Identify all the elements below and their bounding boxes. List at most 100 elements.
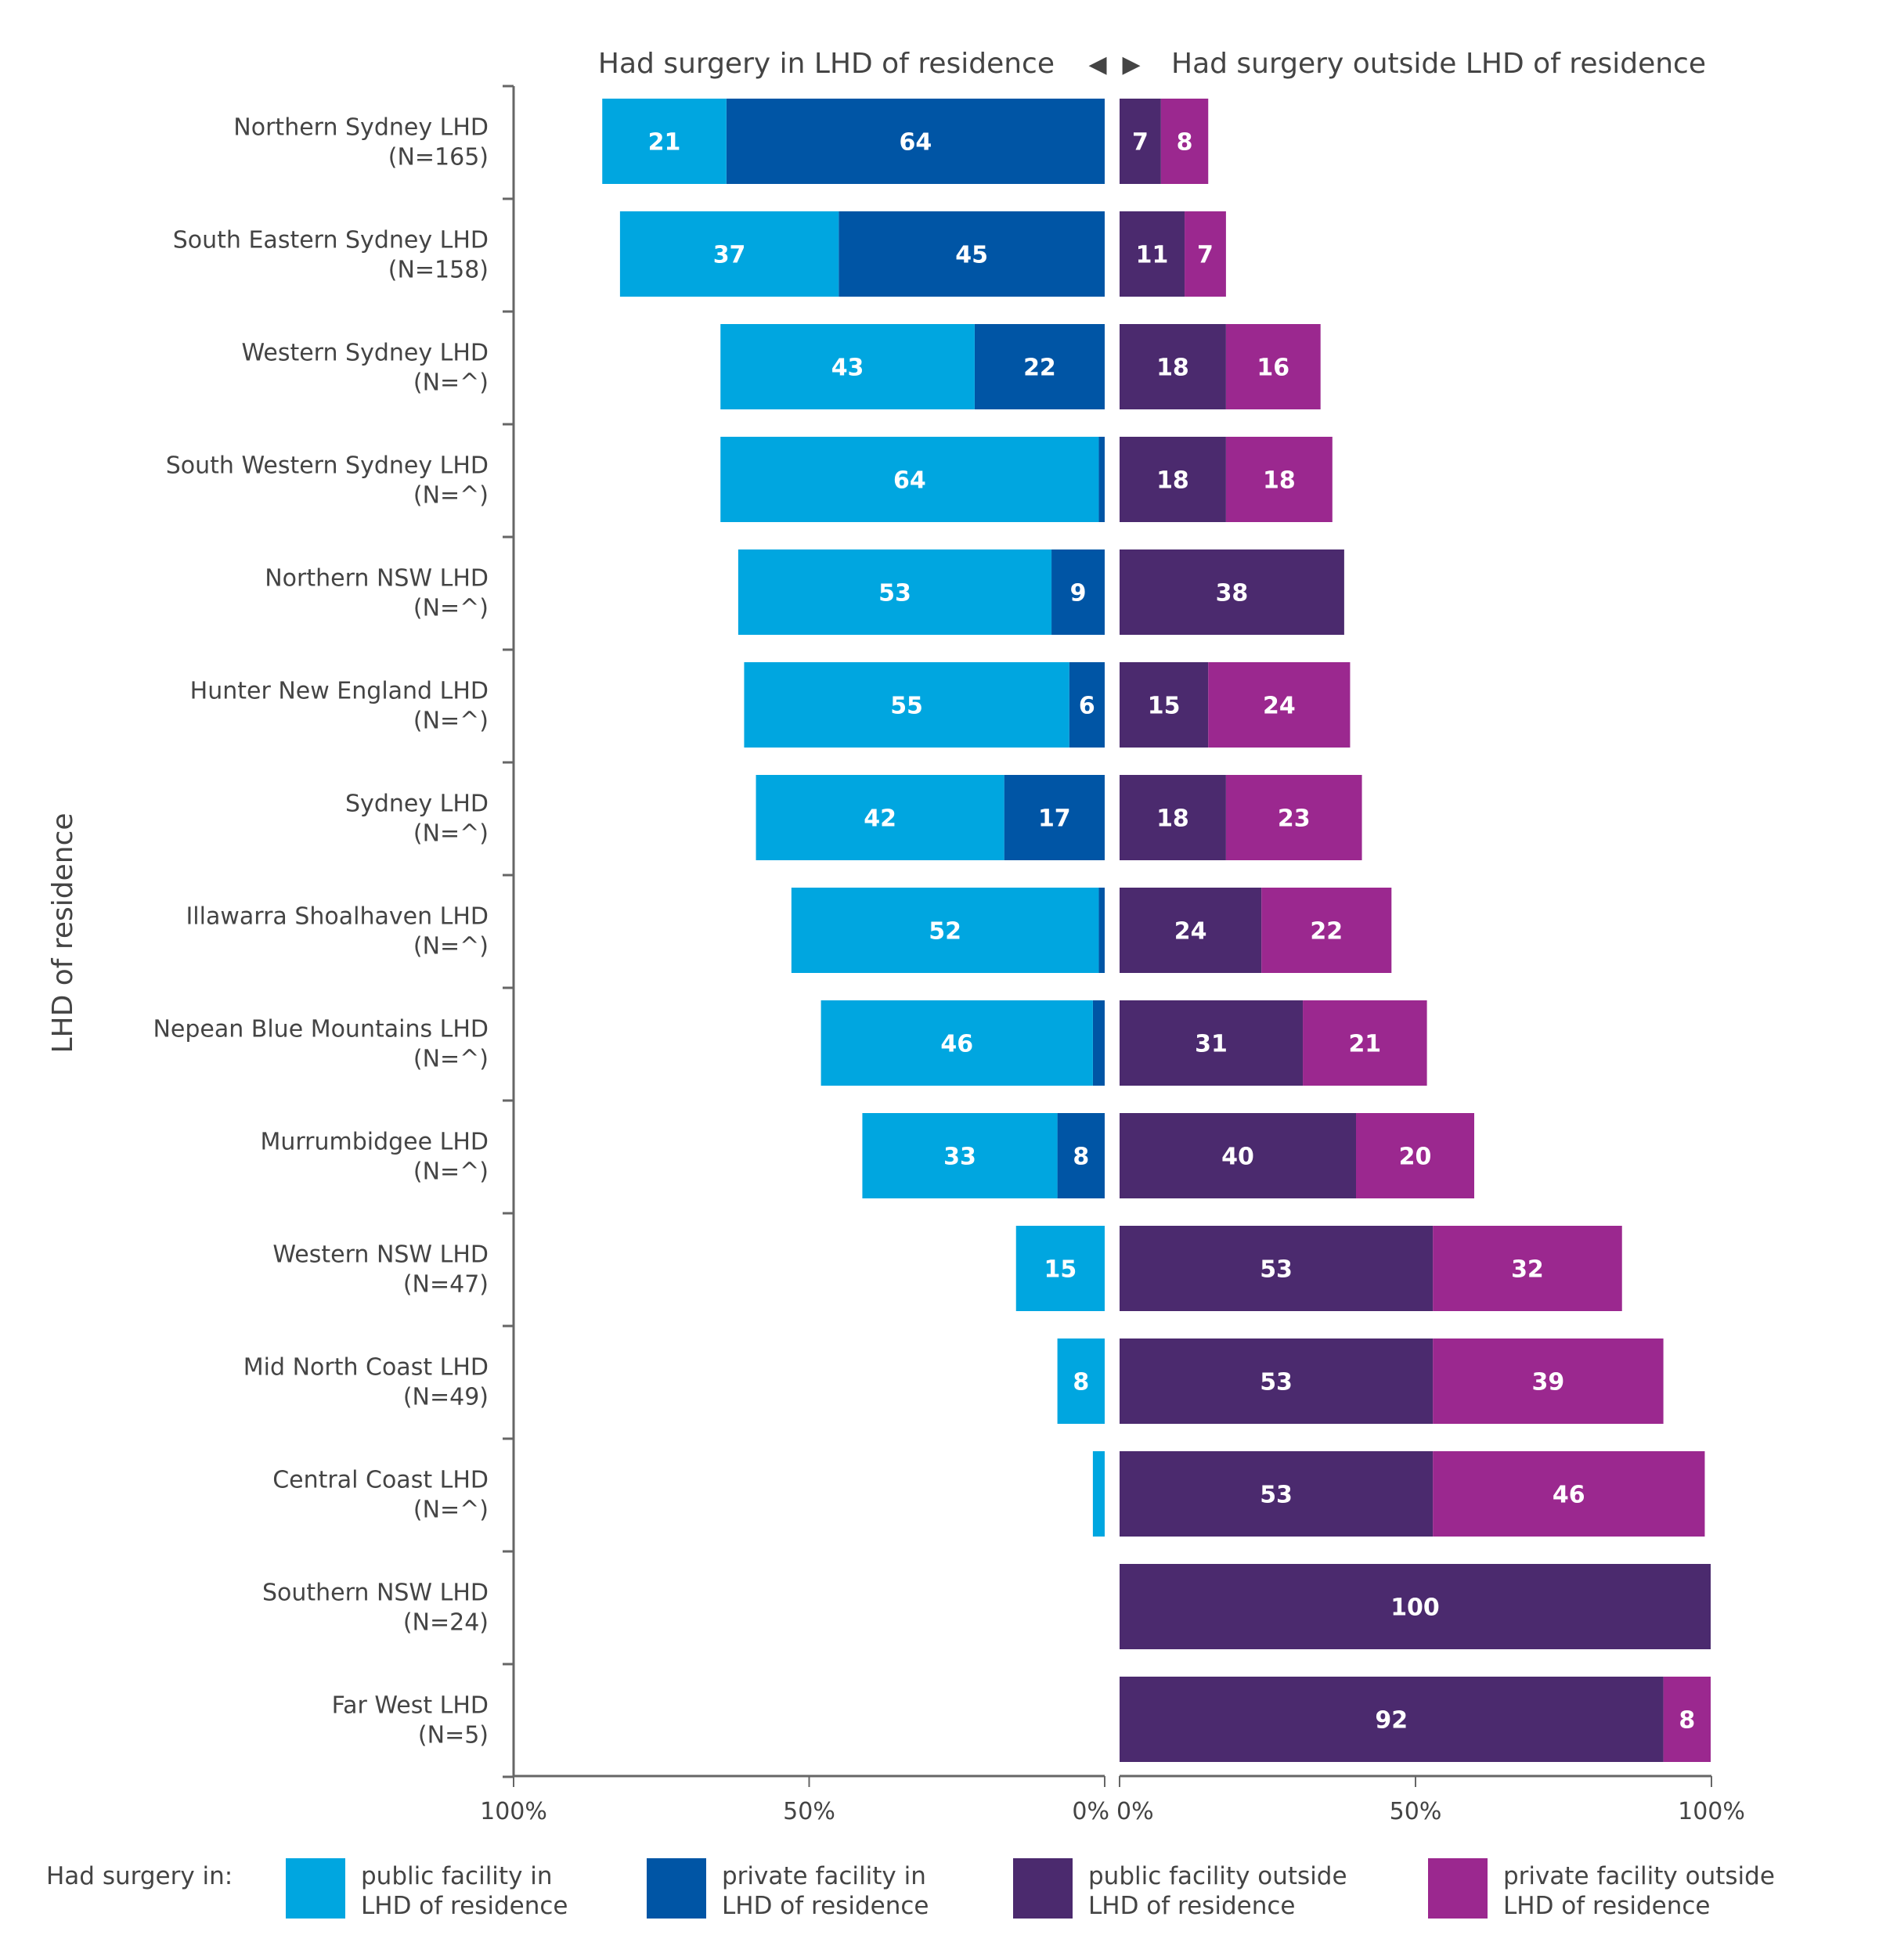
bar-public-facility-in-LHD-of-residence [602, 99, 727, 184]
category-n-label: (N=158) [388, 257, 489, 284]
arrow-left-icon: ◀ [1088, 51, 1106, 78]
bar-value-label: 24 [1174, 918, 1207, 946]
category-n-label: (N=^) [413, 820, 489, 848]
x-tick-label-left: 0% [1072, 1798, 1109, 1825]
plot-area: 100% 50% 0% 0% 50% 100%Northern Sydney LHD(N=… [153, 85, 1745, 1825]
bar-value-label: 39 [1532, 1369, 1565, 1396]
bar-private-facility-in-LHD-of-residence [974, 324, 1105, 409]
category-n-label: (N=24) [403, 1609, 489, 1637]
x-tick-label-right: 50% [1390, 1798, 1442, 1825]
bar-private-facility-outside-LHD-of-residence [1303, 1000, 1427, 1086]
bar-private-facility-outside-LHD-of-residence [1225, 437, 1333, 522]
category-label: Southern NSW LHD [262, 1580, 489, 1607]
bar-value-label: 15 [1148, 693, 1181, 720]
category-label: Western NSW LHD [272, 1241, 489, 1269]
bar-value-label: 32 [1511, 1256, 1544, 1284]
category-label: Central Coast LHD [272, 1467, 489, 1494]
x-tick-label-left: 100% [480, 1798, 547, 1825]
legend-label: public facility in [361, 1862, 553, 1890]
bar-private-facility-outside-LHD-of-residence [1225, 775, 1362, 860]
bar-public-facility-outside-LHD-of-residence [1120, 1000, 1304, 1086]
bar-value-label: 21 [1348, 1031, 1381, 1058]
category-label: South Eastern Sydney LHD [173, 227, 489, 254]
bar-public-facility-in-LHD-of-residence [744, 662, 1069, 748]
legend-label: LHD of residence [1503, 1892, 1710, 1920]
bar-value-label: 53 [1260, 1482, 1293, 1509]
bar-value-label: 46 [940, 1031, 973, 1058]
legend-swatch [1428, 1858, 1488, 1919]
category-label: Sydney LHD [345, 791, 489, 818]
category-n-label: (N=47) [403, 1271, 489, 1299]
bar-private-facility-outside-LHD-of-residence [1185, 211, 1226, 297]
bar-value-label: 64 [893, 467, 926, 495]
bar-value-label: 21 [648, 129, 681, 157]
bar-public-facility-in-LHD-of-residence [756, 775, 1004, 860]
bar-public-facility-outside-LHD-of-residence [1120, 1677, 1664, 1762]
x-tick-label-left: 50% [783, 1798, 835, 1825]
bar-public-facility-in-LHD-of-residence [1092, 1451, 1105, 1537]
bar-value-label: 7 [1132, 129, 1149, 157]
bar-value-label: 100 [1390, 1594, 1440, 1622]
category-label: Illawarra Shoalhaven LHD [186, 903, 489, 931]
category-label: Far West LHD [332, 1692, 489, 1720]
bar-value-label: 7 [1197, 242, 1214, 269]
bar-value-label: 42 [864, 805, 896, 833]
bar-public-facility-outside-LHD-of-residence [1120, 888, 1262, 973]
bar-value-label: 24 [1263, 693, 1296, 720]
category-n-label: (N=^) [413, 369, 489, 397]
bar-value-label: 18 [1156, 355, 1189, 382]
bar-public-facility-outside-LHD-of-residence [1120, 549, 1344, 635]
bar-private-facility-outside-LHD-of-residence [1160, 99, 1209, 184]
bar-private-facility-in-LHD-of-residence [1057, 1113, 1105, 1198]
bar-public-facility-outside-LHD-of-residence [1120, 1338, 1434, 1424]
bar-public-facility-outside-LHD-of-residence [1120, 211, 1185, 297]
bar-private-facility-outside-LHD-of-residence [1261, 888, 1392, 973]
category-label: South Western Sydney LHD [166, 452, 489, 480]
bar-value-label: 18 [1156, 805, 1189, 833]
bar-value-label: 15 [1044, 1256, 1077, 1284]
category-label: Murrumbidgee LHD [260, 1129, 489, 1156]
bar-private-facility-in-LHD-of-residence [1069, 662, 1105, 748]
legend-label: public facility outside [1088, 1862, 1347, 1890]
category-n-label: (N=^) [413, 1046, 489, 1073]
category-label: Northern NSW LHD [265, 565, 489, 593]
bar-private-facility-outside-LHD-of-residence [1663, 1677, 1711, 1762]
category-label: Mid North Coast LHD [243, 1354, 489, 1382]
bar-value-label: 37 [713, 242, 746, 269]
category-n-label: (N=^) [413, 933, 489, 960]
bar-private-facility-in-LHD-of-residence [1098, 888, 1105, 973]
bar-value-label: 22 [1023, 355, 1056, 382]
bar-value-label: 40 [1221, 1144, 1254, 1171]
bar-value-label: 64 [900, 129, 932, 157]
bar-value-label: 31 [1195, 1031, 1228, 1058]
category-n-label: (N=^) [413, 1497, 489, 1524]
legend-swatch [647, 1858, 706, 1919]
bar-value-label: 20 [1399, 1144, 1432, 1171]
bar-public-facility-outside-LHD-of-residence [1120, 1564, 1711, 1649]
legend-swatch [286, 1858, 345, 1919]
bar-value-label: 38 [1216, 580, 1249, 607]
bar-public-facility-outside-LHD-of-residence [1120, 1113, 1356, 1198]
bar-value-label: 55 [890, 693, 923, 720]
legend-label: LHD of residence [722, 1892, 929, 1920]
bar-private-facility-outside-LHD-of-residence [1433, 1451, 1705, 1537]
category-n-label: (N=^) [413, 1158, 489, 1186]
x-tick-label-right: 100% [1678, 1798, 1745, 1825]
header-left: Had surgery in LHD of residence [598, 48, 1055, 80]
bar-public-facility-outside-LHD-of-residence [1120, 1226, 1434, 1311]
category-n-label: (N=49) [403, 1384, 489, 1411]
bar-public-facility-outside-LHD-of-residence [1120, 1451, 1434, 1537]
category-label: Nepean Blue Mountains LHD [153, 1016, 489, 1043]
bar-public-facility-in-LHD-of-residence [1015, 1226, 1105, 1311]
category-label: Western Sydney LHD [241, 340, 489, 367]
bar-public-facility-in-LHD-of-residence [1057, 1338, 1105, 1424]
bar-public-facility-in-LHD-of-residence [791, 888, 1099, 973]
bar-public-facility-in-LHD-of-residence [820, 1000, 1093, 1086]
bar-public-facility-outside-LHD-of-residence [1120, 775, 1226, 860]
bar-public-facility-outside-LHD-of-residence [1120, 662, 1209, 748]
bar-public-facility-in-LHD-of-residence [720, 437, 1099, 522]
bar-public-facility-outside-LHD-of-residence [1120, 99, 1161, 184]
bar-private-facility-in-LHD-of-residence [1004, 775, 1105, 860]
category-n-label: (N=^) [413, 482, 489, 510]
bar-value-label: 8 [1073, 1369, 1089, 1396]
